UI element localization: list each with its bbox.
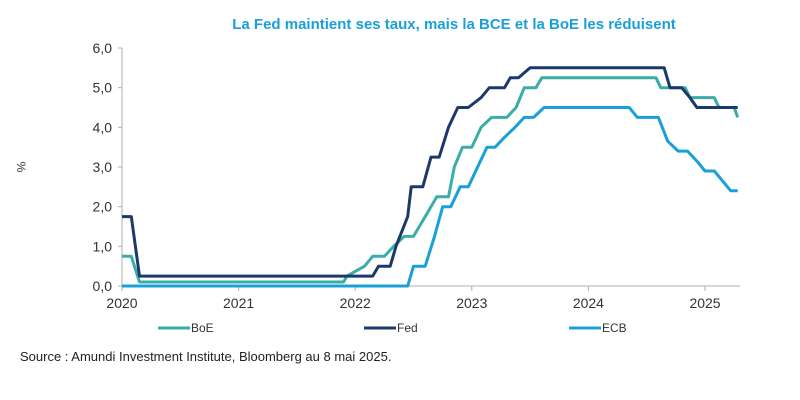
y-tick-label: 1,0: [93, 238, 113, 254]
y-tick-label: 2,0: [93, 199, 113, 215]
x-tick-label: 2024: [573, 295, 604, 311]
y-tick-label: 3,0: [93, 159, 113, 175]
x-tick-label: 2020: [106, 295, 137, 311]
legend-label-boe: BoE: [191, 321, 214, 335]
y-tick-label: 4,0: [93, 119, 113, 135]
y-tick-label: 5,0: [93, 80, 113, 96]
x-tick-label: 2023: [456, 295, 487, 311]
legend-label-fed: Fed: [397, 321, 418, 335]
y-tick-label: 6,0: [93, 40, 113, 56]
x-tick-label: 2021: [223, 295, 254, 311]
source-note: Source : Amundi Investment Institute, Bl…: [20, 349, 392, 364]
y-axis-label: %: [14, 162, 28, 173]
series-line-fed: [122, 66, 738, 278]
series-lines: [122, 66, 740, 288]
legend: BoE Fed ECB: [158, 321, 627, 335]
legend-label-ecb: ECB: [602, 321, 627, 335]
x-tick-label: 2025: [689, 295, 720, 311]
y-axis-ticks: 0,0 1,0 2,0 3,0 4,0 5,0 6,0: [93, 40, 122, 294]
chart-title: La Fed maintient ses taux, mais la BCE e…: [232, 16, 675, 33]
y-tick-label: 0,0: [93, 278, 113, 294]
x-tick-label: 2022: [340, 295, 371, 311]
series-line-ecb: [122, 106, 738, 288]
x-axis-ticks: 2020 2021 2022 2023 2024 2025: [106, 286, 721, 311]
